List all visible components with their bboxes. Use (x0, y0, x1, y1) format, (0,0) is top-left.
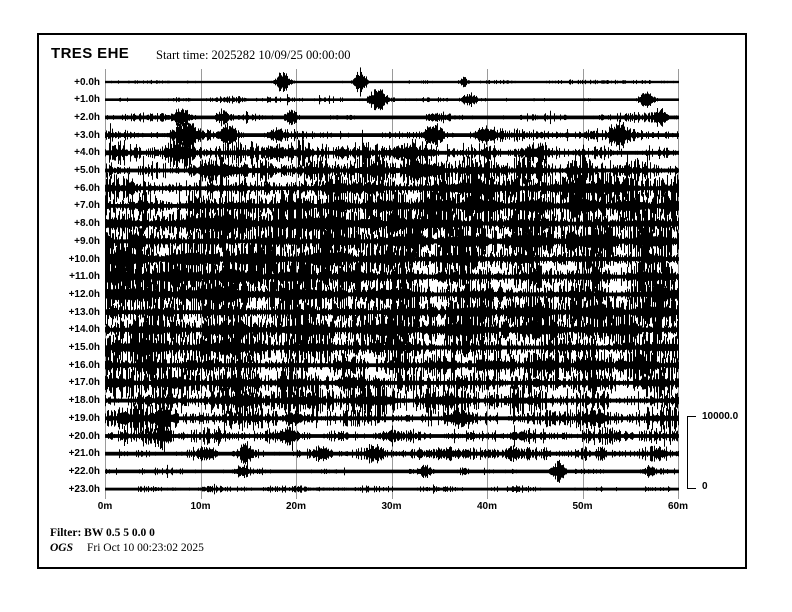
row-label: +6.0h (74, 182, 100, 194)
footer-line: OGS Fri Oct 10 00:23:02 2025 (50, 542, 204, 554)
x-tick-label: 0m (97, 501, 113, 512)
x-tick-label: 50m (572, 501, 593, 512)
x-tick-label: 40m (476, 501, 497, 512)
row-label: +7.0h (74, 200, 100, 212)
agency-label: OGS (50, 542, 74, 554)
row-label: +16.0h (68, 359, 100, 371)
row-label: +17.0h (68, 377, 100, 389)
x-tick-label: 30m (381, 501, 402, 512)
start-time-label: Start time: 2025282 10/09/25 00:00:00 (156, 48, 351, 62)
row-label: +9.0h (74, 235, 100, 247)
x-tick-label: 60m (667, 501, 688, 512)
row-label: +3.0h (74, 129, 100, 141)
helicorder-frame: TRES EHE Start time: 2025282 10/09/25 00… (37, 33, 747, 569)
row-label: +4.0h (74, 147, 100, 159)
row-label: +15.0h (68, 342, 100, 353)
row-label: +23.0h (68, 483, 100, 495)
row-label: +22.0h (68, 465, 100, 477)
row-label: +14.0h (68, 324, 100, 336)
row-label: +19.0h (68, 412, 100, 424)
row-label: +5.0h (74, 165, 100, 176)
row-label: +1.0h (74, 94, 100, 106)
row-label: +18.0h (68, 395, 100, 407)
helicorder-canvas (39, 35, 745, 567)
row-label: +12.0h (68, 288, 100, 300)
row-label: +2.0h (74, 111, 100, 123)
row-label: +21.0h (68, 448, 100, 460)
row-label: +10.0h (68, 253, 100, 265)
station-title: TRES EHE (51, 45, 130, 62)
row-label: +13.0h (68, 306, 100, 318)
filter-label: Filter: BW 0.5 5 0.0 0 (50, 527, 155, 539)
row-label: +8.0h (74, 218, 100, 230)
row-label: +20.0h (68, 430, 100, 442)
amplitude-scale-bracket (687, 416, 696, 489)
x-tick-label: 10m (190, 501, 211, 512)
row-label: +11.0h (69, 271, 100, 283)
amplitude-scale-min: 0 (702, 481, 708, 492)
amplitude-scale-max: 10000.0 (702, 411, 739, 422)
x-tick-label: 20m (285, 501, 306, 512)
generated-timestamp: Fri Oct 10 00:23:02 2025 (87, 542, 204, 554)
row-label: +0.0h (74, 76, 100, 88)
